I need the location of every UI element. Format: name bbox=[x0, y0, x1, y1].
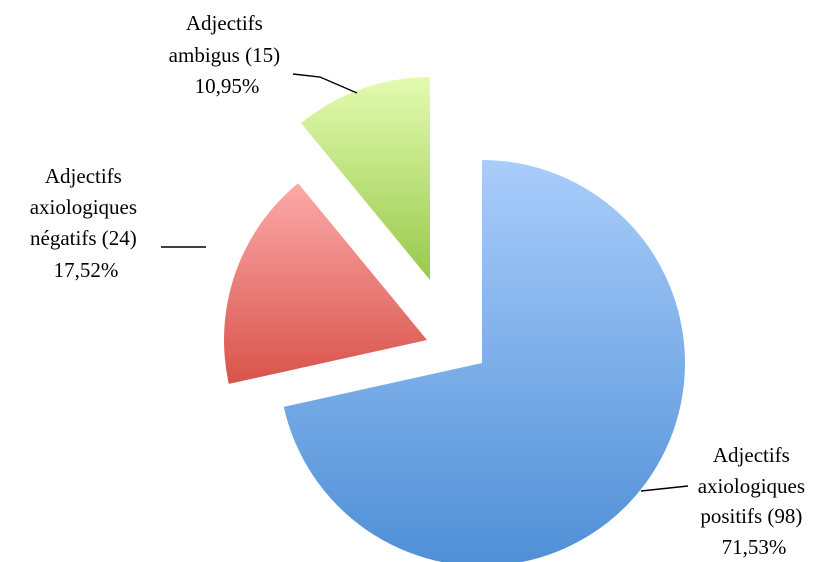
label-positifs-percent: 71,53% bbox=[722, 535, 787, 559]
label-positifs-line-3: positifs (98) bbox=[700, 504, 802, 528]
label-positifs-line-1: Adjectifs bbox=[713, 443, 790, 467]
label-negatifs-line-1: Adjectifs bbox=[45, 164, 122, 188]
label-ambigus-percent: 10,95% bbox=[195, 74, 260, 98]
label-negatifs-line-3: négatifs (24) bbox=[30, 226, 137, 250]
slice-negatifs bbox=[224, 183, 427, 384]
leader-line-positifs bbox=[640, 485, 689, 492]
slice-positifs bbox=[283, 160, 685, 562]
label-positifs: Adjectifs axiologiques positifs (98) 71,… bbox=[698, 443, 811, 559]
label-ambigus-line-2: ambigus (15) bbox=[169, 43, 280, 67]
label-ambigus: Adjectifs ambigus (15) 10,95% bbox=[169, 11, 286, 98]
slice-ambigus bbox=[301, 77, 430, 280]
label-negatifs: Adjectifs axiologiques négatifs (24) 17,… bbox=[30, 164, 143, 282]
leader-line-ambigus bbox=[292, 73, 358, 94]
label-negatifs-line-2: axiologiques bbox=[30, 195, 137, 219]
label-ambigus-line-1: Adjectifs bbox=[186, 11, 263, 35]
label-negatifs-percent: 17,52% bbox=[54, 258, 119, 282]
label-positifs-line-2: axiologiques bbox=[698, 474, 805, 498]
